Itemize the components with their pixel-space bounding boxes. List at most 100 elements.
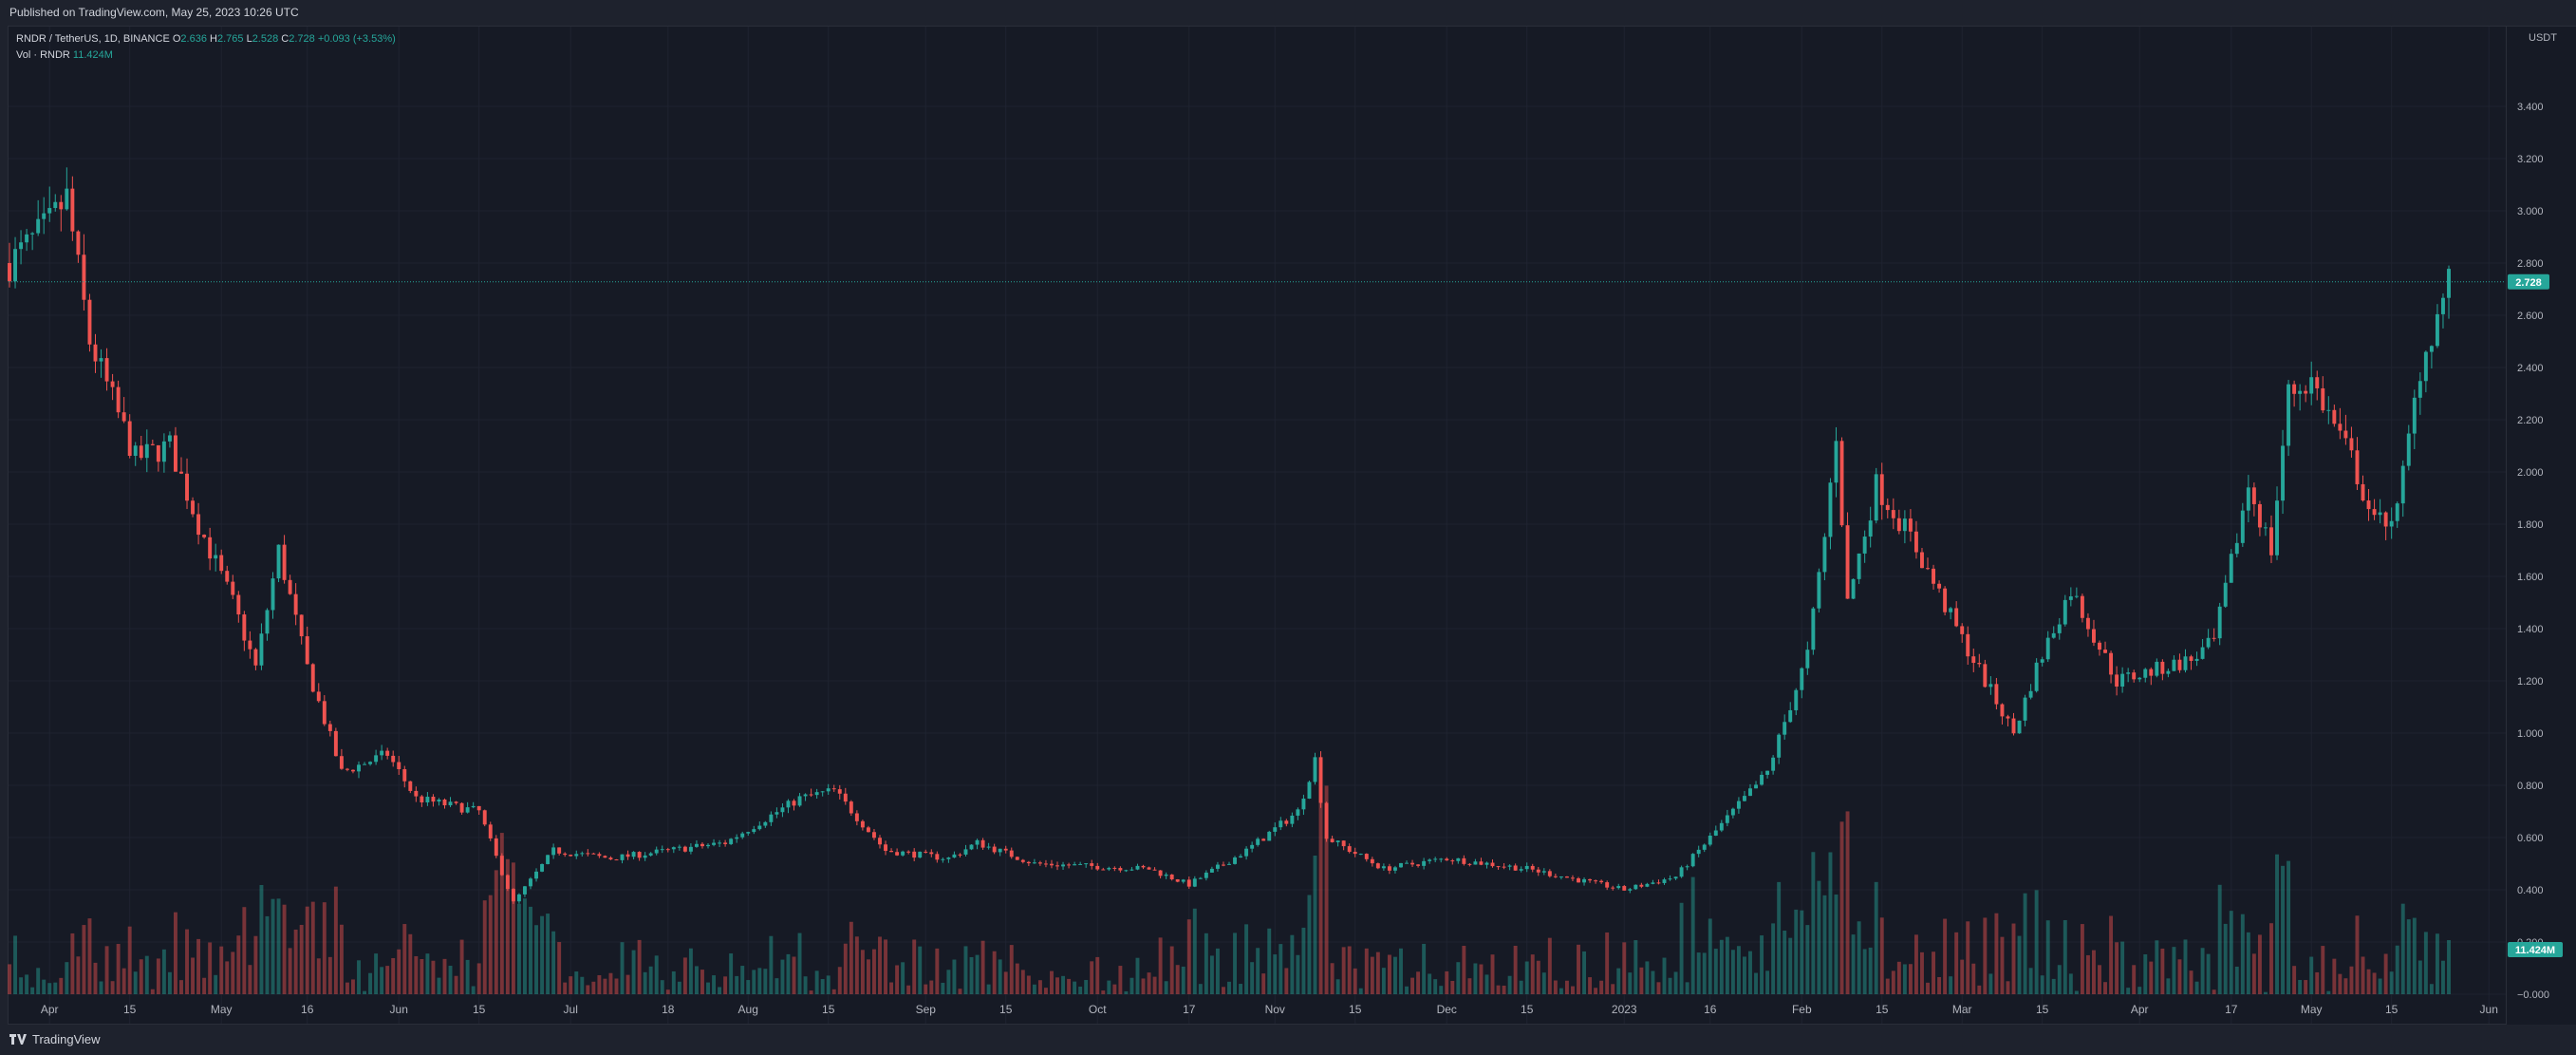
candle-body [1822,537,1827,573]
volume-bar [1690,876,1695,994]
candle-body [2383,512,2388,527]
candle-body [1296,809,1300,816]
volume-bar [637,939,642,994]
volume-bar [327,956,332,994]
volume-bar [127,926,132,994]
candle-body [1742,796,1746,801]
candle-body [843,793,848,802]
price-axis[interactable] [2507,26,2576,1025]
chart-pane[interactable] [8,26,2507,1025]
volume-bar [935,948,940,994]
legend-symbol[interactable]: RNDR / TetherUS, 1D, BINANCE [16,33,170,45]
price-tick-label: 3.200 [2517,154,2544,165]
date-tick-label: Oct [1089,1003,1107,1016]
volume-bar [540,915,545,994]
volume-bar [2143,953,2148,994]
candle-body [1078,863,1083,865]
candle-body [1611,887,1615,889]
volume-bar [144,955,149,994]
volume-bar [374,953,379,994]
volume-bar [1541,972,1546,994]
candle-body [2115,674,2119,687]
candle-body [47,208,52,214]
volume-bar [735,975,739,994]
candle-body [608,857,613,860]
volume-bar [1318,776,1323,994]
candle-body [1112,867,1117,869]
volume-bar [837,967,842,994]
volume-bar [2189,970,2193,994]
volume-bar [643,971,647,994]
candle-body [161,441,166,462]
candle-body [1502,866,1506,868]
volume-bar [1445,970,1449,994]
price-tick-label: 0.800 [2517,781,2544,792]
volume-bar [958,989,962,994]
candle-body [671,847,676,850]
volume-bar [1296,954,1300,994]
candle-body [1605,882,1610,888]
volume-bar [2287,860,2291,994]
candle-body [946,857,951,859]
volume-bar [299,924,304,994]
volume-bar [557,942,562,994]
candle-body [1564,876,1569,878]
candle-body [1101,869,1106,871]
candle-body [339,756,344,769]
volume-bar [13,935,17,994]
date-tick-label: Sep [916,1003,937,1016]
volume-bar [214,974,218,994]
candle-body [1473,861,1478,865]
volume-bar [534,925,538,994]
candle-body [1622,886,1627,891]
volume-bar [1513,945,1518,994]
volume-bar [2068,973,2073,994]
candle-body [901,851,905,856]
candle-body [1805,650,1810,669]
candle-body [76,231,81,255]
volume-bar [2417,960,2422,994]
volume-bar [677,981,681,994]
candle-body [242,614,247,641]
candle-body [19,242,24,250]
volume-bar [110,981,115,994]
candle-body [522,886,527,895]
candle-body [2435,313,2439,347]
candle-body [1026,861,1031,864]
volume-bar [1885,978,1890,994]
volume-bar [70,933,75,994]
footer-logo[interactable]: TradingView [9,1025,101,1055]
volume-bar [225,961,230,994]
volume-bar [1783,931,1787,994]
candle-body [414,790,419,797]
volume-bar [1874,881,1878,994]
candle-body [1783,722,1787,735]
candle-body [425,797,430,803]
candle-body [1335,840,1340,842]
candle-body [2349,438,2354,451]
volume-bar [2263,991,2268,994]
legend-change: +0.093 (+3.53%) [317,33,396,45]
volume-bar [614,978,619,994]
volume-bar [1084,979,1089,994]
candle-body [2223,582,2228,607]
candle-body [1932,568,1936,584]
legend-volume-label[interactable]: Vol · RNDR [16,49,70,61]
candle-body [1273,827,1278,832]
candle-body [2034,662,2039,691]
candle-body [1290,815,1295,824]
volume-bar [608,972,613,994]
candle-body [1857,553,1861,579]
price-tick-label: 1.200 [2517,676,2544,688]
candle-body [2447,269,2451,298]
volume-bar [671,970,676,994]
volume-bar [516,903,521,994]
candle-body [866,827,870,833]
candle-body [2177,659,2182,670]
candle-body [374,755,379,763]
candle-body [2028,690,2033,698]
candle-body [906,851,911,853]
candle-body [660,849,664,851]
date-tick-label: 15 [1349,1003,1362,1016]
